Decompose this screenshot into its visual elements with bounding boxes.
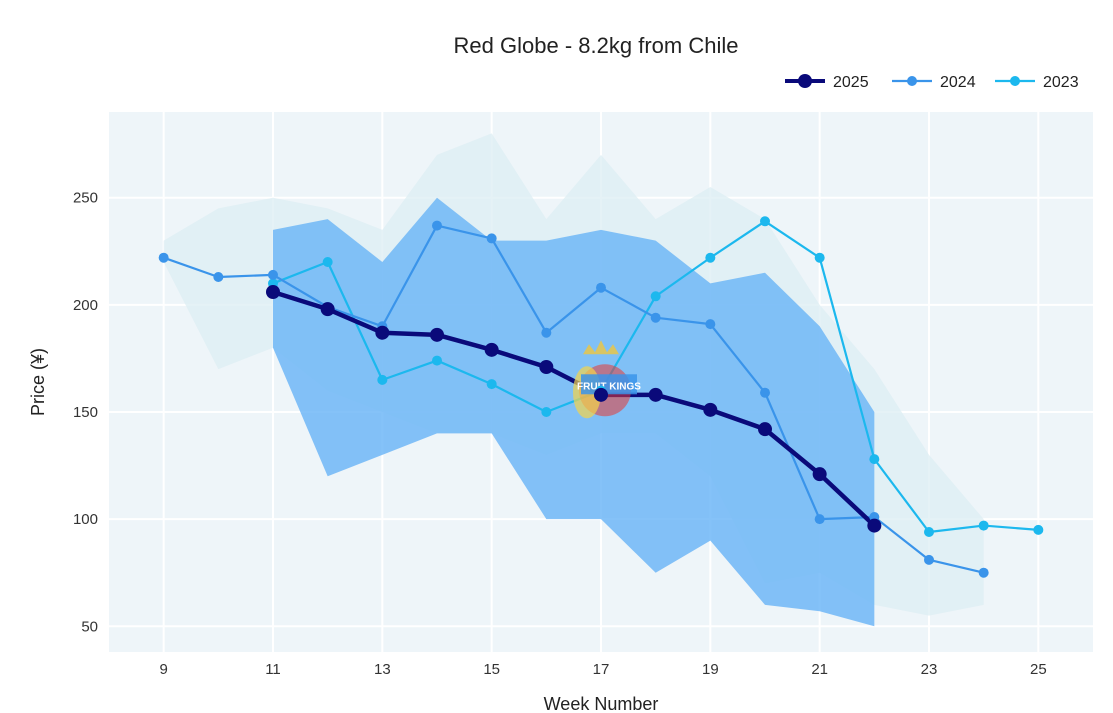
data-point-2025 [266,285,280,299]
y-tick-label: 200 [73,297,98,314]
data-point-2023 [486,379,497,390]
data-point-2025 [430,327,444,342]
data-point-2025 [594,387,608,402]
data-point-2024 [760,387,770,398]
y-tick-label: 100 [73,511,98,528]
x-tick-label: 13 [374,661,391,678]
x-tick-label: 21 [811,661,828,678]
x-tick-label: 11 [265,661,281,678]
series-range-band [273,197,875,627]
legend-item-2023[interactable]: 2023 [995,74,1079,91]
watermark-text: FRUIT KINGS [577,381,641,392]
data-point-2024 [978,567,989,578]
x-tick-label: 23 [921,661,938,678]
data-point-2024 [213,272,224,282]
legend[interactable]: 2025 2024 2023 [785,74,1079,91]
data-point-2023 [978,520,989,531]
data-point-2024 [596,282,606,293]
data-point-2025 [375,325,390,340]
legend-item-2024[interactable]: 2024 [892,74,976,91]
series-line-2024 [163,224,984,574]
data-point-2023 [541,407,552,417]
legend-swatch-marker [1010,76,1020,86]
watermark-crown-icon [583,340,619,355]
data-point-2023 [924,527,934,537]
x-tick-labels: 9 11 13 15 17 19 21 23 25 [159,661,1046,678]
data-point-2023 [650,291,661,302]
watermark-banner [581,374,637,395]
data-point-2023 [760,216,770,227]
data-point-2024 [650,312,661,323]
legend-label: 2025 [833,74,869,91]
data-point-2024 [924,554,934,565]
data-point-2025 [758,422,772,437]
data-point-2023 [705,252,716,263]
legend-swatch-marker [907,76,917,86]
data-point-2024 [541,327,552,338]
data-point-2025 [539,360,554,374]
data-point-2023 [869,454,880,465]
data-point-2025 [648,387,663,402]
legend-swatch-marker [798,74,812,88]
legend-label: 2023 [1043,74,1079,91]
x-tick-label: 15 [483,661,500,678]
data-point-2024 [432,220,442,231]
series-line-2025 [272,289,876,528]
data-point-2024 [486,233,497,244]
data-point-2024 [158,252,169,263]
chart-title: Red Globe - 8.2kg from Chile [454,33,739,58]
data-point-2025 [703,402,718,417]
data-point-2023 [1033,524,1044,535]
data-point-2025 [867,518,882,533]
legend-label: 2024 [940,74,976,91]
data-point-2025 [812,467,827,482]
x-axis-title: Week Number [544,694,659,713]
x-tick-label: 17 [593,661,610,678]
data-point-2023 [814,252,825,263]
y-tick-label: 50 [81,618,98,635]
y-tick-label: 150 [73,404,98,421]
data-point-2023 [377,374,388,385]
y-axis-title: Price (¥) [28,348,48,416]
legend-item-2025[interactable]: 2025 [785,74,869,91]
x-tick-label: 19 [702,661,719,678]
x-tick-label: 25 [1030,661,1047,678]
data-point-2023 [322,257,333,267]
y-tick-labels: 50 100 150 200 250 [73,190,98,636]
data-point-2025 [320,302,335,317]
series-band-area [273,197,875,627]
data-point-2024 [705,319,716,330]
series-points [158,216,1044,578]
data-point-2024 [268,269,278,280]
x-tick-label: 9 [159,661,167,678]
data-point-2023 [432,355,442,366]
data-point-2024 [814,514,825,525]
data-point-2025 [484,342,499,357]
y-tick-label: 250 [73,190,98,207]
